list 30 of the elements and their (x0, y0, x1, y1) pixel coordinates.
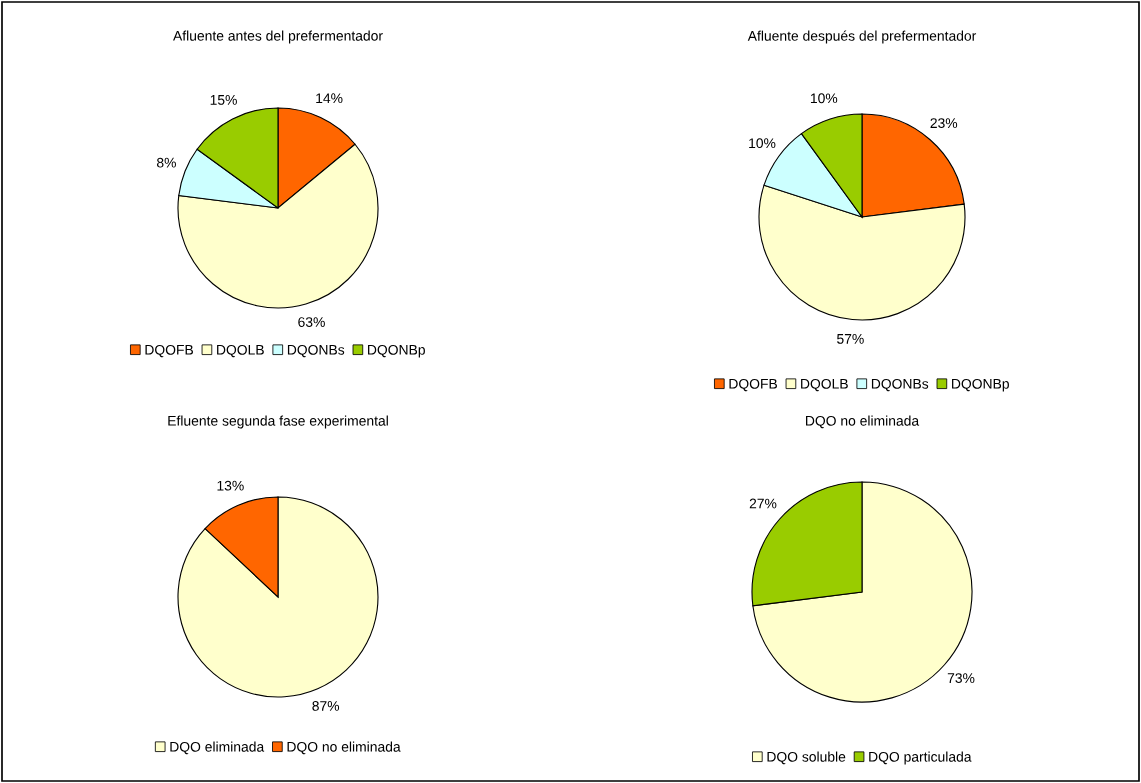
chart-title: DQO no eliminada (806, 415, 920, 429)
legend-label: DQOLB (217, 344, 264, 358)
legend-label: DQOLB (801, 378, 848, 392)
pie-slice (177, 496, 379, 698)
data-label: 63% (298, 317, 325, 327)
legend-label: DQOFB (729, 378, 777, 392)
data-label: 8% (156, 157, 176, 168)
data-label: 73% (947, 673, 975, 684)
data-label: 14% (316, 93, 343, 104)
data-label: 23% (930, 118, 958, 129)
legend-label: DQO soluble (767, 751, 846, 765)
legend-label: DQONBs (287, 344, 345, 358)
data-label: 10% (810, 93, 838, 104)
legend-label: DQO no eliminada (287, 741, 401, 755)
data-label: 57% (837, 334, 864, 344)
data-label: 10% (749, 138, 776, 149)
chart-title: Afluente después del prefermentador (747, 30, 977, 44)
chart-title: Afluente antes del prefermentador (173, 30, 383, 44)
data-label: 13% (217, 480, 244, 491)
legend-label: DQONBp (952, 378, 1009, 392)
pie-slice (752, 481, 973, 703)
legend-label: DQOFB (145, 344, 193, 358)
data-label: 87% (312, 701, 340, 711)
legend-label: DQO eliminada (170, 741, 265, 755)
legend-label: DQO particulada (869, 751, 972, 765)
legend-label: DQONBs (871, 378, 929, 392)
data-label: 15% (210, 95, 237, 105)
legend-label: DQONBp (368, 344, 425, 358)
data-label: 27% (749, 498, 777, 509)
chart-title: Efluente segunda fase experimental (168, 415, 388, 429)
